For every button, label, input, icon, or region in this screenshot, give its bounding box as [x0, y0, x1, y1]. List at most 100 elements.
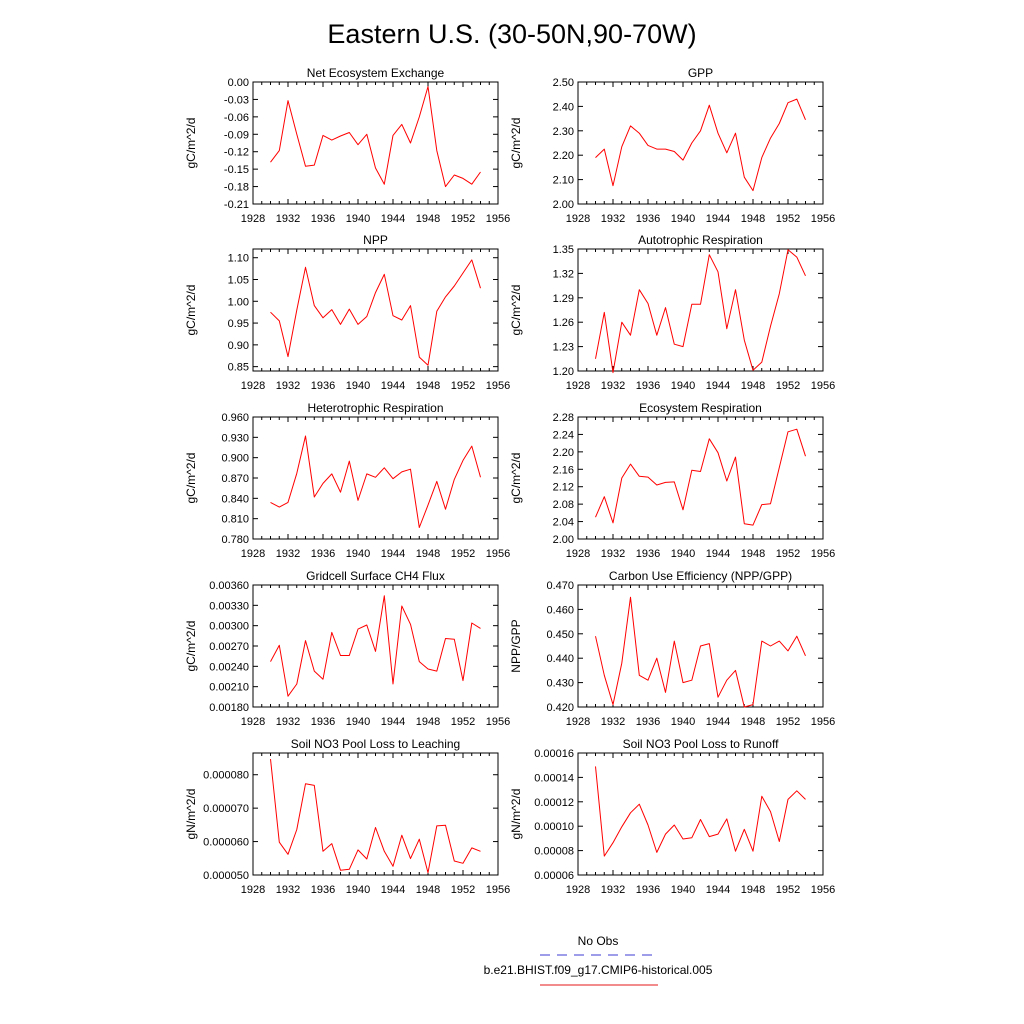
y-tick-label: 0.430	[546, 678, 574, 690]
y-tick-label: 0.000070	[203, 803, 249, 815]
series-line	[270, 259, 481, 366]
y-axis-label: gC/m^2/d	[184, 453, 198, 504]
x-tick-label: 1956	[811, 213, 835, 225]
x-tick-label: 1928	[566, 716, 590, 728]
panel-title: Ecosystem Respiration	[639, 401, 762, 415]
x-tick-label: 1956	[486, 716, 510, 728]
x-tick-label: 1932	[276, 213, 300, 225]
legend: No Obs b.e21.BHIST.f09_g17.CMIP6-histori…	[484, 934, 713, 986]
plot-frame	[577, 248, 824, 372]
x-tick-label: 1928	[241, 716, 265, 728]
x-tick-label: 1956	[811, 716, 835, 728]
x-tick-label: 1936	[636, 213, 660, 225]
x-tick-label: 1932	[276, 884, 300, 896]
y-tick-label: 0.420	[546, 702, 574, 714]
y-tick-label: 0.900	[221, 453, 249, 465]
y-tick-label: 1.05	[228, 275, 249, 287]
x-tick-label: 1948	[741, 380, 765, 392]
panel-1: GPP gC/m^2/d 1928 1932 1936 1940 1944 1948 1952 1…	[509, 66, 835, 225]
y-tick-label: 2.08	[553, 499, 574, 511]
panel-title: NPP	[363, 233, 388, 247]
x-tick-label: 1940	[671, 213, 695, 225]
panels: Net Ecosystem Exchange gC/m^2/d 1928 1932 19…	[184, 66, 835, 896]
plot-frame	[252, 81, 499, 205]
x-tick-label: 1940	[671, 716, 695, 728]
y-tick-label: 0.00180	[209, 702, 249, 714]
y-tick-label: 0.000050	[203, 870, 249, 882]
y-tick-label: 1.10	[228, 253, 249, 265]
x-tick-label: 1928	[241, 380, 265, 392]
x-tick-label: 1936	[636, 884, 660, 896]
x-tick-label: 1936	[636, 380, 660, 392]
y-tick-label: 0.780	[221, 534, 249, 546]
plot-frame	[252, 416, 499, 540]
y-tick-label: 0.00270	[209, 641, 249, 653]
y-tick-label: 2.20	[553, 150, 574, 162]
panel-8: Soil NO3 Pool Loss to Leaching gN/m^2/d 19…	[184, 737, 510, 896]
x-tick-label: 1940	[671, 380, 695, 392]
y-tick-label: 0.470	[546, 580, 574, 592]
x-tick-label: 1952	[776, 380, 800, 392]
y-tick-label: 0.00006	[534, 870, 574, 882]
x-tick-label: 1944	[381, 548, 405, 560]
y-tick-label: 1.32	[553, 268, 574, 280]
y-tick-label: 0.00010	[534, 821, 574, 833]
y-tick-label: 0.00210	[209, 682, 249, 694]
x-tick-label: 1956	[486, 884, 510, 896]
y-tick-label: 0.00240	[209, 661, 249, 673]
x-tick-label: 1952	[451, 380, 475, 392]
legend-label-obs: No Obs	[578, 934, 619, 948]
y-tick-label: 1.35	[553, 244, 574, 256]
series-line	[270, 435, 481, 528]
series-line	[595, 249, 806, 374]
x-tick-label: 1932	[276, 548, 300, 560]
y-tick-label: 0.90	[228, 340, 249, 352]
panel-4: Heterotrophic Respiration gC/m^2/d 1928 193…	[184, 401, 510, 560]
x-tick-label: 1932	[276, 716, 300, 728]
x-tick-label: 1936	[311, 884, 335, 896]
x-tick-label: 1928	[241, 548, 265, 560]
panel-title: Autotrophic Respiration	[638, 233, 763, 247]
y-tick-label: 1.00	[228, 296, 249, 308]
figure-title: Eastern U.S. (30-50N,90-70W)	[327, 19, 696, 49]
y-tick-label: -0.03	[224, 94, 249, 106]
y-tick-label: 0.00330	[209, 600, 249, 612]
x-tick-label: 1956	[811, 380, 835, 392]
panel-title: Soil NO3 Pool Loss to Runoff	[623, 737, 780, 751]
y-tick-label: 2.24	[553, 429, 574, 441]
x-tick-label: 1928	[241, 884, 265, 896]
x-tick-label: 1952	[451, 716, 475, 728]
series-line	[595, 98, 806, 192]
y-tick-label: 0.450	[546, 629, 574, 641]
y-axis-label: gN/m^2/d	[184, 789, 198, 840]
y-axis-label: gC/m^2/d	[184, 621, 198, 672]
y-tick-label: 0.00012	[534, 797, 574, 809]
y-tick-label: 0.00014	[534, 772, 574, 784]
y-tick-label: 0.810	[221, 514, 249, 526]
panel-6: Gridcell Surface CH4 Flux gC/m^2/d 1928 193…	[184, 569, 510, 728]
x-tick-label: 1948	[741, 716, 765, 728]
x-tick-label: 1928	[566, 548, 590, 560]
panel-title: Heterotrophic Respiration	[307, 401, 443, 415]
y-tick-label: 0.440	[546, 653, 574, 665]
x-tick-label: 1932	[601, 884, 625, 896]
y-axis-label: gC/m^2/d	[184, 285, 198, 336]
y-tick-label: 2.00	[553, 199, 574, 211]
x-tick-label: 1936	[311, 213, 335, 225]
y-tick-label: 2.30	[553, 126, 574, 138]
x-tick-label: 1932	[276, 380, 300, 392]
y-tick-label: 0.00300	[209, 621, 249, 633]
series-line	[595, 428, 806, 526]
x-tick-label: 1948	[416, 548, 440, 560]
y-tick-label: 0.00	[228, 77, 249, 89]
y-tick-label: 0.000060	[203, 837, 249, 849]
plot-frame	[577, 416, 824, 540]
x-tick-label: 1952	[776, 716, 800, 728]
y-tick-label: -0.21	[224, 199, 249, 211]
plot-frame	[252, 248, 499, 372]
x-tick-label: 1952	[451, 884, 475, 896]
y-tick-label: 1.23	[553, 342, 574, 354]
x-tick-label: 1932	[601, 380, 625, 392]
x-tick-label: 1936	[311, 716, 335, 728]
